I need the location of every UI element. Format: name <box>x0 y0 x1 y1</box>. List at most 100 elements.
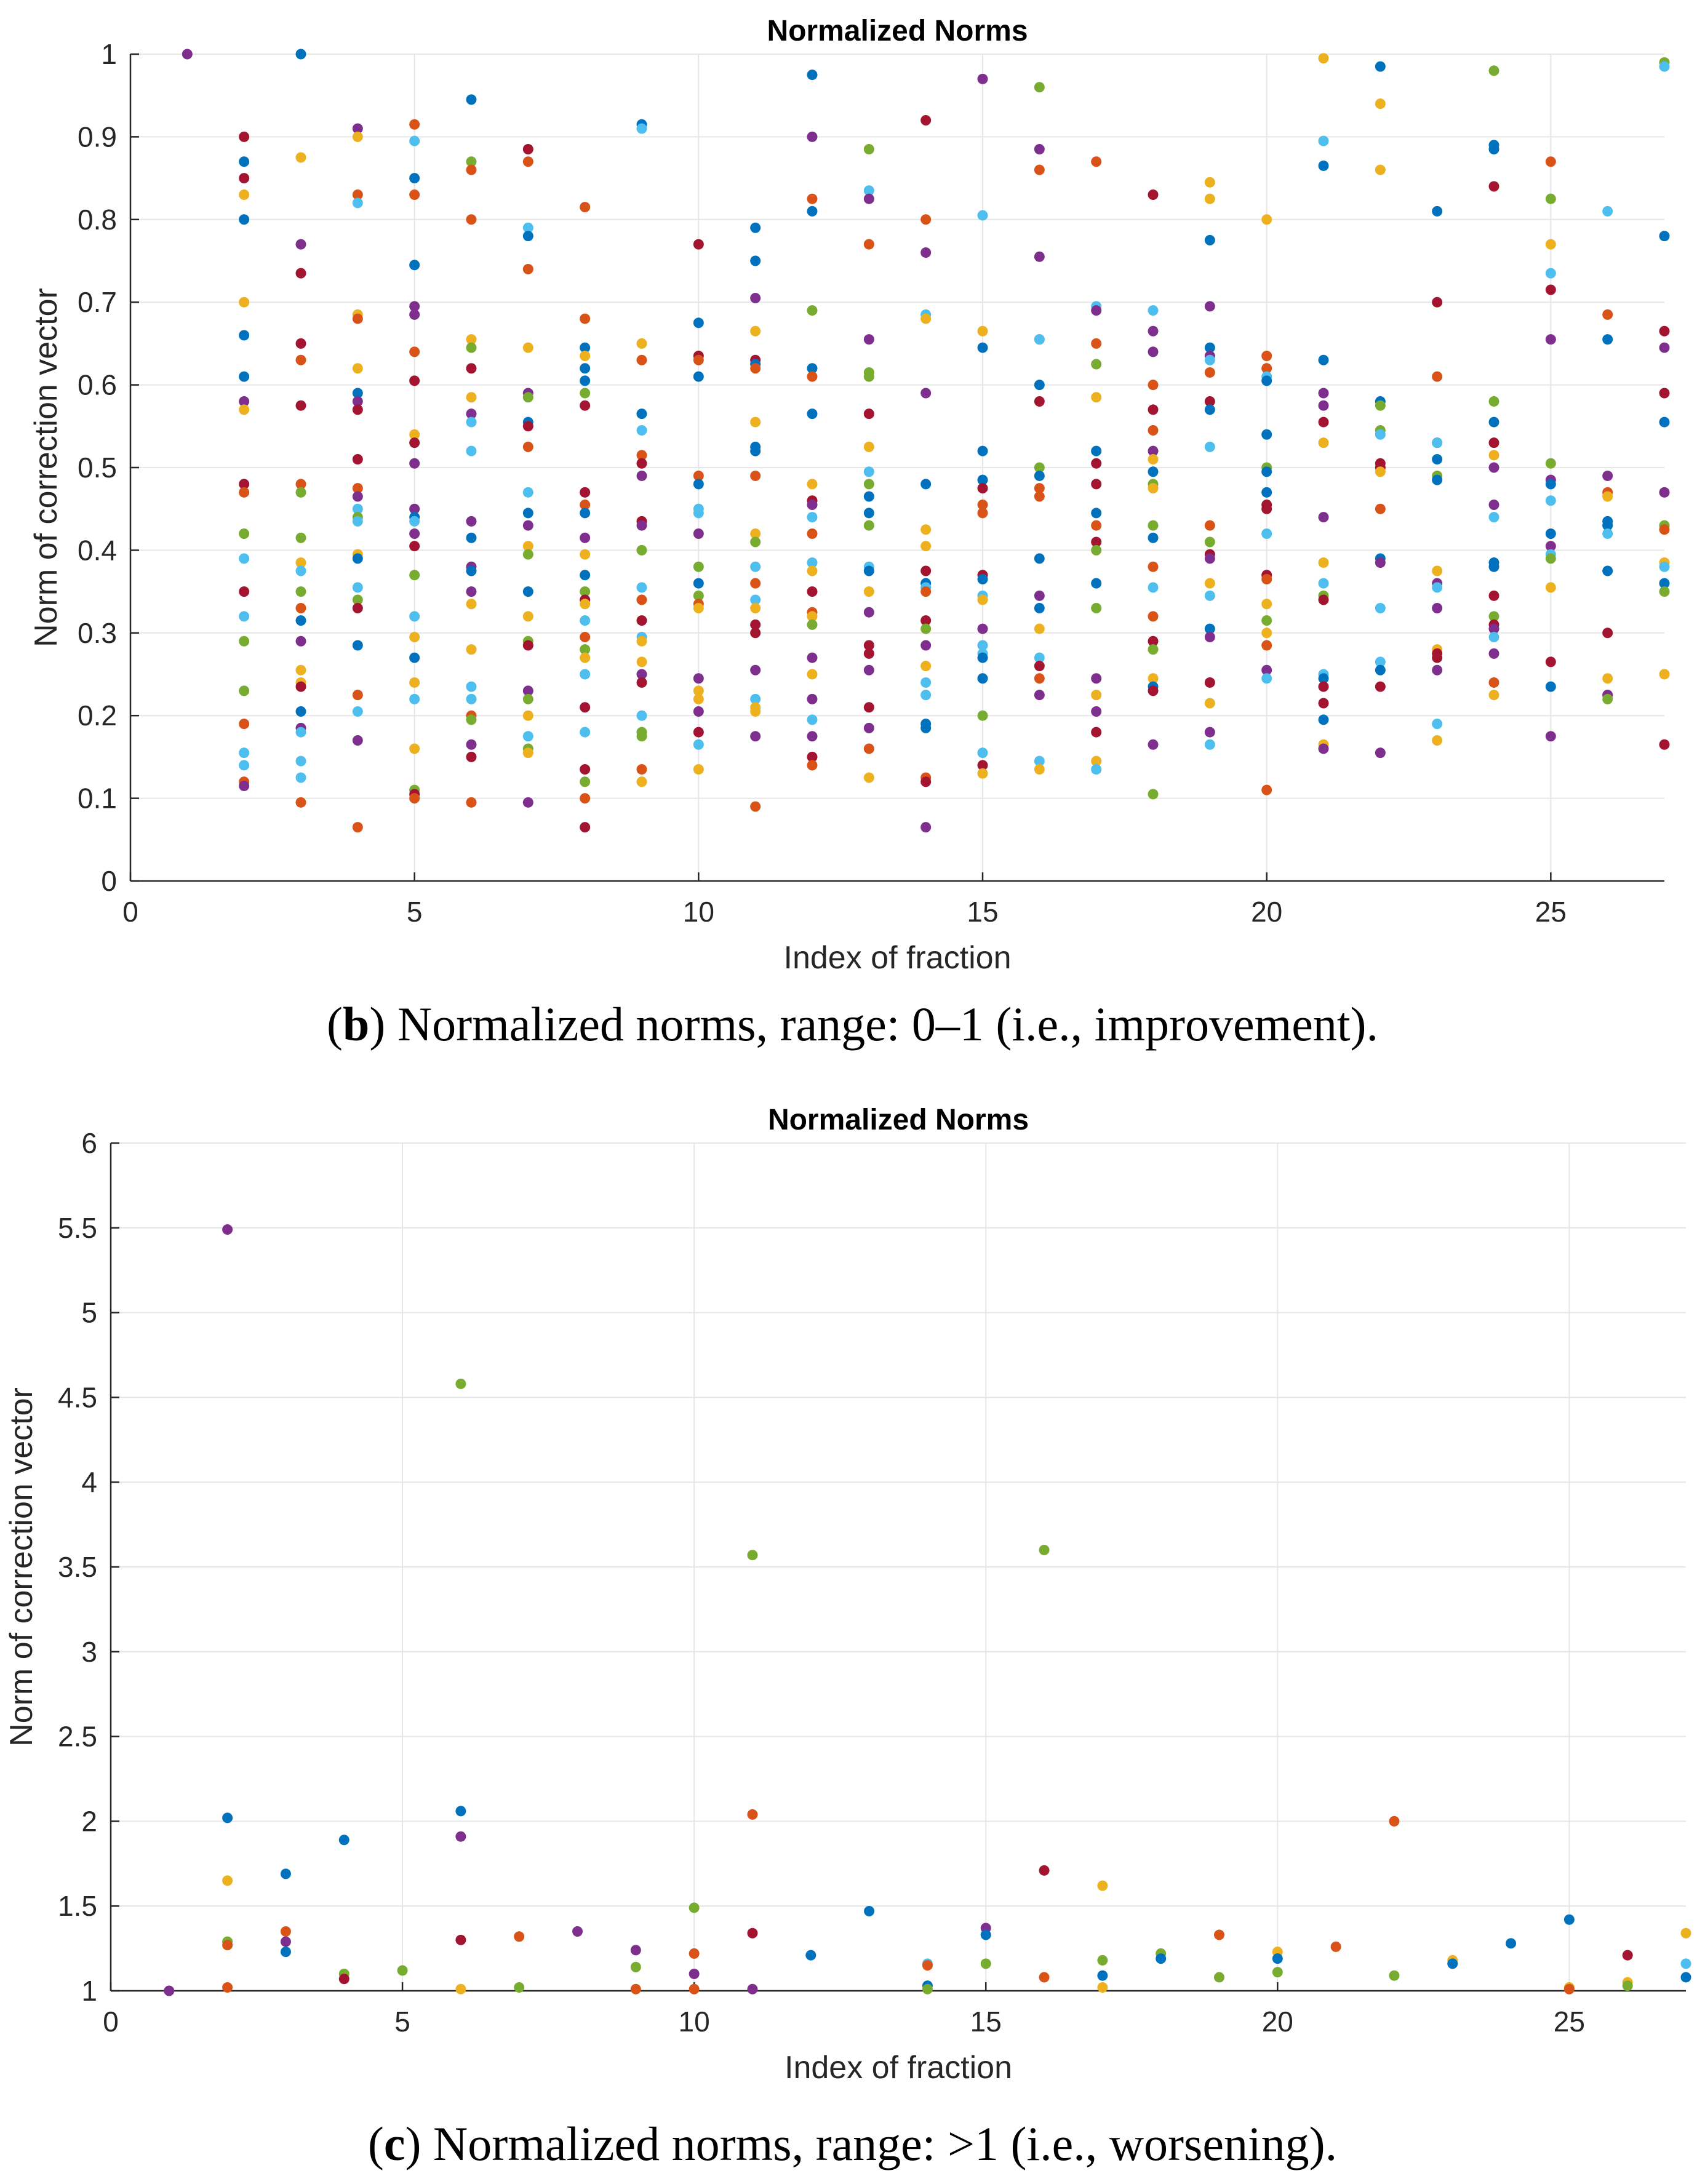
data-point <box>466 416 477 428</box>
data-point <box>466 751 477 762</box>
data-point <box>466 94 477 105</box>
data-point <box>863 772 874 783</box>
data-point <box>863 722 874 733</box>
data-point <box>1432 454 1443 465</box>
data-point <box>1091 392 1102 403</box>
data-point <box>352 131 363 142</box>
data-point <box>977 325 988 337</box>
data-point <box>1545 334 1556 345</box>
data-point <box>636 409 647 420</box>
y-tick-label: 5.5 <box>58 1212 97 1244</box>
data-point <box>1622 1980 1633 1991</box>
data-point <box>580 342 591 353</box>
data-point <box>295 565 306 576</box>
data-point <box>1375 164 1386 175</box>
data-point <box>693 528 704 540</box>
data-point <box>920 115 932 126</box>
data-point <box>807 363 818 374</box>
data-point <box>1659 342 1670 353</box>
data-point <box>580 363 591 374</box>
data-point <box>466 342 477 353</box>
data-point <box>352 706 363 717</box>
data-point <box>466 363 477 374</box>
data-point <box>1447 1958 1458 1969</box>
data-point <box>807 760 818 771</box>
data-point <box>466 797 477 808</box>
data-point <box>466 214 477 225</box>
data-point <box>1602 334 1613 345</box>
data-point <box>295 586 306 597</box>
y-axis-label: Norm of correction vector <box>4 1387 39 1747</box>
data-point <box>750 470 761 481</box>
data-point <box>1204 698 1215 709</box>
data-point <box>977 483 988 494</box>
data-point <box>1488 462 1499 473</box>
y-tick-label: 0.5 <box>78 452 117 484</box>
data-point <box>295 602 306 613</box>
data-point <box>1659 487 1670 498</box>
data-point <box>863 441 874 452</box>
data-point <box>1091 690 1102 701</box>
data-point <box>580 669 591 680</box>
data-point <box>1204 623 1215 634</box>
y-tick-label: 0.6 <box>78 369 117 401</box>
data-point <box>1091 445 1102 456</box>
data-point <box>1602 565 1613 576</box>
data-point <box>1034 755 1045 767</box>
data-point <box>1389 1970 1400 1981</box>
data-point <box>630 1961 641 1972</box>
data-point <box>1563 1983 1575 1995</box>
data-point <box>1318 160 1329 171</box>
data-point <box>514 1931 525 1942</box>
data-point <box>239 156 250 167</box>
data-point <box>1602 528 1613 540</box>
data-point <box>239 747 250 759</box>
data-point <box>1389 1815 1400 1827</box>
y-tick-label: 1.5 <box>58 1890 97 1922</box>
data-points <box>182 49 1670 833</box>
data-point <box>580 549 591 560</box>
data-point <box>295 615 306 626</box>
y-tick-label: 0.2 <box>78 699 117 731</box>
data-point <box>636 615 647 626</box>
data-point <box>1091 673 1102 684</box>
data-point <box>1039 1972 1050 1983</box>
data-point <box>977 640 988 651</box>
x-tick-label: 20 <box>1251 896 1282 928</box>
data-point <box>636 544 647 556</box>
data-point <box>1091 536 1102 548</box>
scatter-chart-b: 0 5 10 15 20 25 0 0.1 0.2 0.3 0.4 0.5 0.6 0.7 0.8 0.9 1 N… <box>28 15 1670 976</box>
data-point <box>352 189 363 200</box>
data-point <box>222 1224 233 1235</box>
data-point <box>693 508 704 519</box>
data-point <box>466 445 477 456</box>
data-point <box>1091 764 1102 775</box>
data-point <box>409 611 420 622</box>
data-point <box>280 1936 291 1947</box>
data-point <box>295 354 306 365</box>
data-point <box>239 214 250 225</box>
data-point <box>352 363 363 374</box>
data-point <box>514 1982 525 1993</box>
data-point <box>1148 483 1159 494</box>
data-point <box>1318 673 1329 684</box>
data-point <box>1034 334 1045 345</box>
data-point <box>1488 416 1499 428</box>
data-point <box>689 1948 700 1959</box>
data-point <box>1432 205 1443 217</box>
data-point <box>1091 520 1102 531</box>
caption-c-text: ) Normalized norms, range: >1 (i.e., wor… <box>405 2117 1338 2170</box>
data-point <box>693 706 704 717</box>
data-point <box>1375 557 1386 568</box>
data-point <box>863 144 874 155</box>
x-axis-label: Index of fraction <box>784 940 1012 976</box>
data-point <box>1659 669 1670 680</box>
data-point <box>1545 268 1556 279</box>
data-point <box>1148 611 1159 622</box>
x-tick-label: 0 <box>103 2006 119 2038</box>
data-point <box>920 776 932 787</box>
data-point <box>352 454 363 465</box>
y-tick-label: 4 <box>81 1466 97 1498</box>
data-point <box>1545 656 1556 668</box>
data-point <box>636 669 647 680</box>
